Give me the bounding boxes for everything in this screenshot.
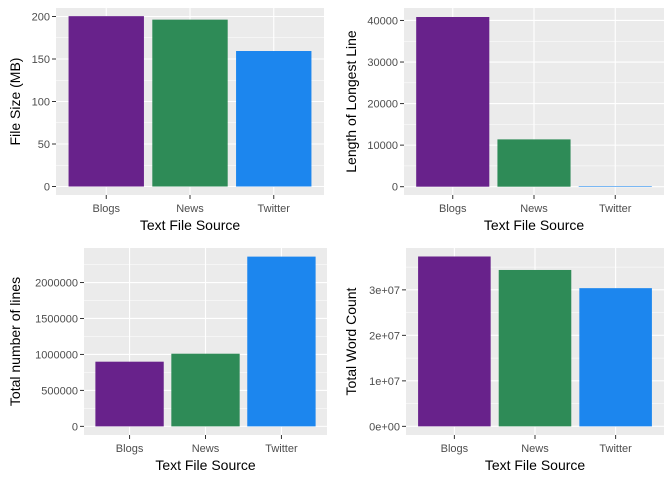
bar-twitter (236, 51, 312, 187)
y-tick-label: 30000 (367, 57, 398, 69)
x-axis-title: Text File Source (155, 457, 256, 473)
y-tick-label: 0e+00 (369, 421, 400, 433)
y-tick-label: 50 (38, 139, 50, 151)
y-tick-label: 0 (72, 421, 78, 433)
x-tick-label: News (521, 443, 549, 455)
y-tick-label: 200 (32, 12, 50, 24)
y-axis-title: Total number of lines (7, 277, 23, 406)
y-tick-label: 40000 (367, 15, 398, 27)
y-tick-label: 0 (392, 182, 398, 194)
x-tick-label: News (176, 203, 204, 215)
y-tick-label: 10000 (367, 140, 398, 152)
x-tick-label: Blogs (116, 443, 144, 455)
bar-chart-3: 0 500000 1000000 1500000 2000000 Blogs News Twi… (7, 248, 327, 473)
x-tick-label: Blogs (441, 443, 469, 455)
bar-chart-4: 0e+00 1e+07 2e+07 3e+07 Blogs News Twitter Text… (343, 248, 664, 473)
bar-blogs (416, 17, 490, 187)
x-tick-label: Twitter (599, 443, 632, 455)
x-tick-label: News (192, 443, 220, 455)
x-tick-label: News (520, 203, 548, 215)
x-axis-title: Text File Source (484, 217, 585, 233)
y-tick-label: 1e+07 (369, 376, 400, 388)
x-tick-label: Twitter (599, 203, 632, 215)
bar-twitter (578, 186, 652, 187)
bar-twitter (579, 288, 652, 427)
bar-chart-1: 0 50 100 150 200 Blogs News Twitter Text File So… (7, 8, 324, 233)
y-axis-title: Length of Longest Line (343, 30, 359, 173)
y-tick-label: 20000 (367, 99, 398, 111)
y-axis-title: File Size (MB) (7, 58, 23, 146)
y-tick-label: 0 (44, 182, 50, 194)
y-tick-label: 2e+07 (369, 330, 400, 342)
x-tick-label: Blogs (92, 203, 120, 215)
y-tick-label: 500000 (41, 385, 78, 397)
bar-news (152, 19, 228, 187)
bar-blogs (418, 256, 491, 427)
bar-blogs (68, 16, 144, 187)
bar-news (497, 139, 571, 187)
y-tick-label: 1500000 (35, 313, 78, 325)
bar-chart-2: 0 10000 20000 30000 40000 Blogs News Twitter Tex… (343, 8, 664, 233)
x-tick-label: Blogs (439, 203, 467, 215)
x-tick-label: Twitter (258, 203, 291, 215)
y-tick-label: 100 (32, 97, 50, 109)
y-axis-title: Total Word Count (343, 287, 359, 395)
x-axis-title: Text File Source (485, 457, 586, 473)
bar-news (498, 269, 572, 427)
bar-news (171, 353, 240, 427)
y-tick-label: 2000000 (35, 278, 78, 290)
bar-twitter (247, 256, 316, 427)
x-axis-title: Text File Source (140, 217, 241, 233)
y-tick-label: 1000000 (35, 349, 78, 361)
y-tick-label: 150 (32, 54, 50, 66)
y-tick-label: 3e+07 (369, 285, 400, 297)
x-tick-label: Twitter (265, 443, 298, 455)
bar-blogs (95, 361, 164, 427)
